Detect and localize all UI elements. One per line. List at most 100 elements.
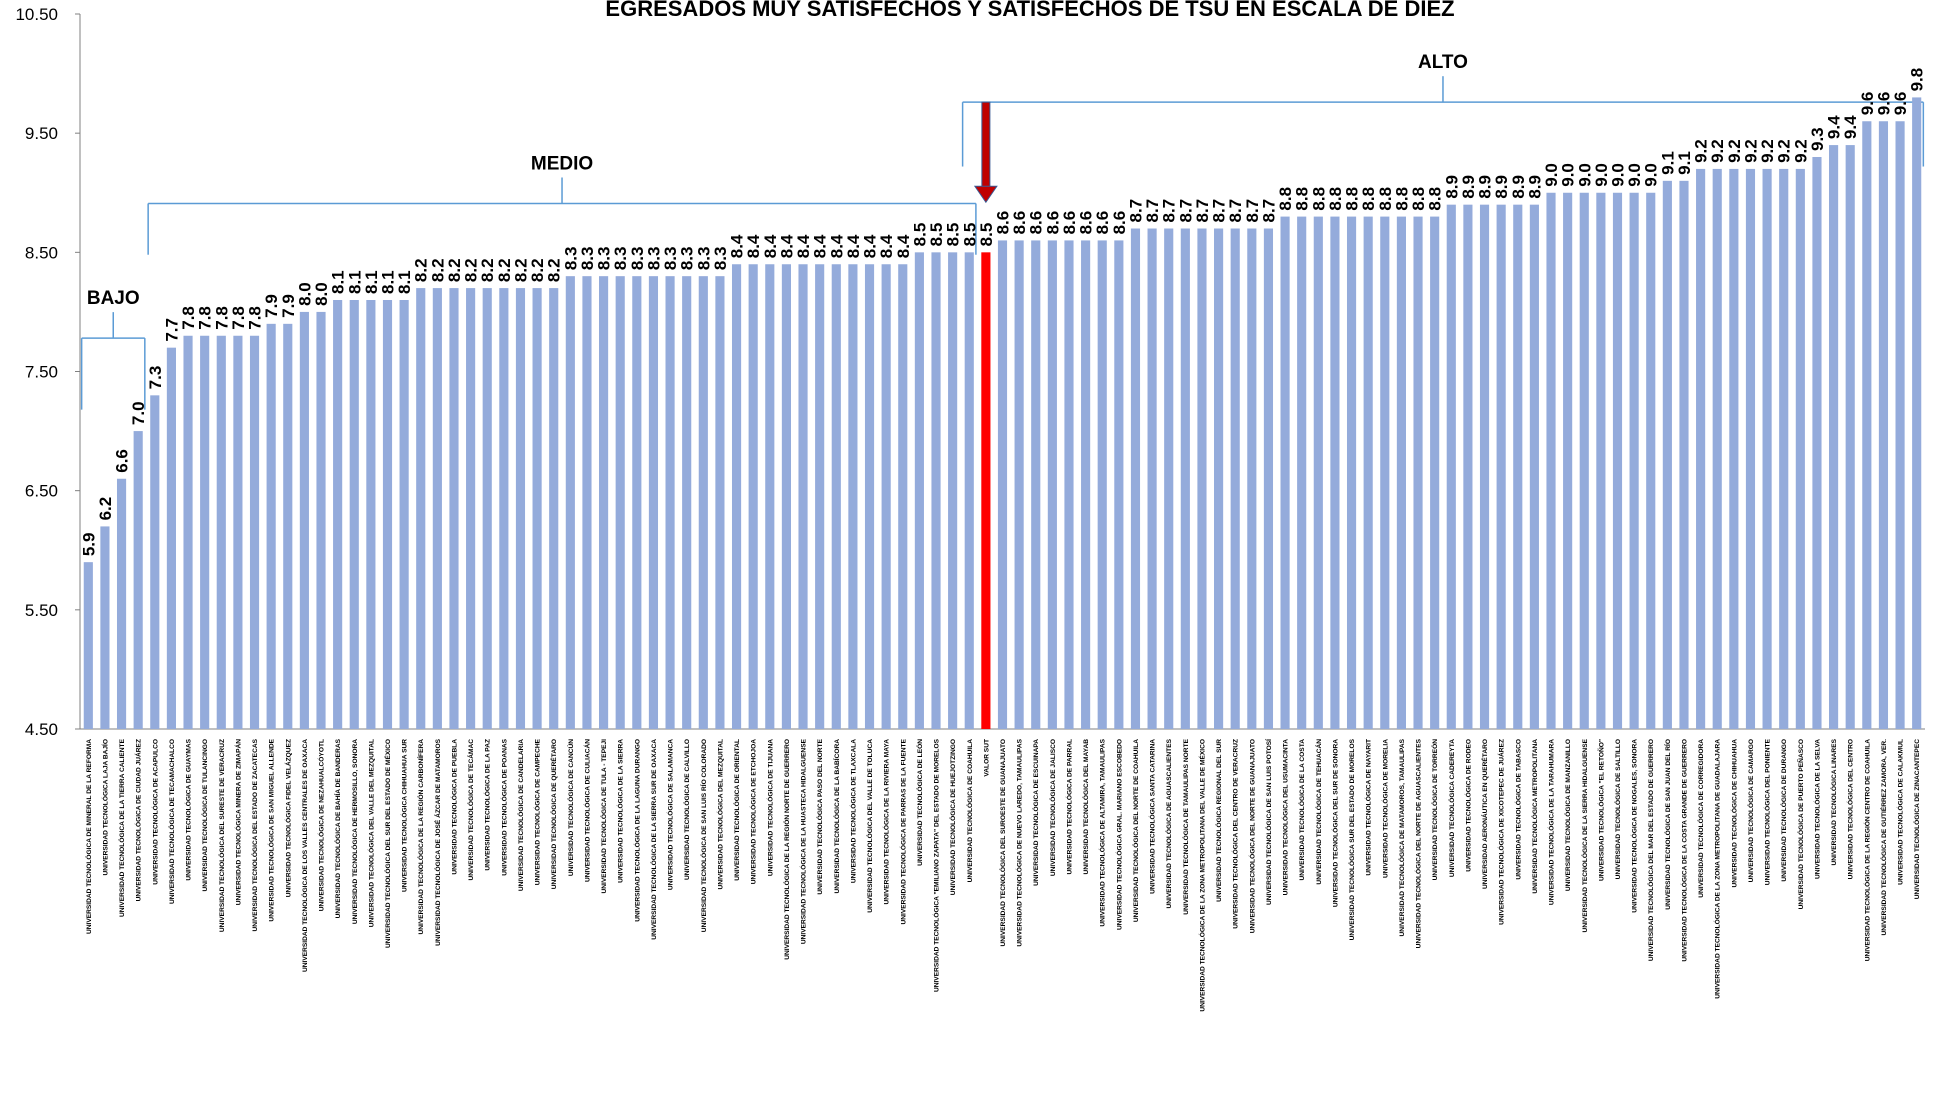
bar — [549, 288, 559, 729]
value-label: 8.2 — [428, 258, 447, 282]
category-label: UNIVERSIDAD TECNOLÓGICA DE XICOTEPEC DE … — [1497, 739, 1506, 925]
category-label: UNIVERSIDAD TECNOLÓGICA DEL SUR DE SONOR… — [1330, 739, 1339, 907]
value-label: 8.8 — [1309, 187, 1328, 211]
category-label: UNIVERSIDAD TECNOLÓGICA DEL SUROESTE DE … — [998, 739, 1007, 946]
value-label: 9.2 — [1725, 139, 1744, 163]
value-label: 5.9 — [79, 533, 98, 557]
bar — [1197, 228, 1207, 729]
value-label: 8.3 — [694, 247, 713, 271]
value-label: 8.8 — [1343, 187, 1362, 211]
value-label: 9.6 — [1874, 92, 1893, 116]
value-label: 8.4 — [761, 234, 780, 258]
bar — [83, 562, 93, 729]
bar — [1696, 168, 1706, 729]
bar — [1081, 240, 1091, 729]
category-label: UNIVERSIDAD TECNOLÓGICA DE SAN JUAN DEL … — [1663, 739, 1672, 910]
value-label: 8.9 — [1492, 175, 1511, 199]
category-label: UNIVERSIDAD TECNOLÓGICA DE TIJUANA — [765, 739, 774, 876]
category-label: UNIVERSIDAD TECNOLÓGICA DE CALAKMUL — [1896, 739, 1905, 885]
category-label: UNIVERSIDAD TECNOLÓGICA DE TABASCO — [1513, 739, 1522, 880]
value-label: 8.0 — [312, 282, 331, 306]
bar — [1313, 216, 1323, 730]
band-label: BAJO — [87, 288, 140, 309]
y-tick-label: 4.50 — [25, 720, 58, 739]
category-label: UNIVERSIDAD TECNOLÓGICA DE LA RIVIERA MA… — [882, 739, 891, 905]
category-label: UNIVERSIDAD TECNOLÓGICA DE POANAS — [499, 738, 508, 875]
value-label: 8.7 — [1259, 199, 1278, 223]
bar — [333, 300, 343, 729]
band-label: MEDIO — [531, 153, 593, 174]
category-label: VALOR SUT — [983, 739, 990, 777]
y-tick-label: 10.50 — [15, 5, 58, 24]
bar — [349, 300, 359, 729]
category-label: UNIVERSIDAD TECNOLÓGICA DE CAMPECHE — [533, 738, 542, 885]
category-label: UNIVERSIDAD TECNOLÓGICA DE ALTAMIRA, TAM… — [1098, 738, 1107, 926]
category-label: UNIVERSIDAD TECNOLÓGICA DE LA TARAHUMARA — [1547, 739, 1556, 905]
bar — [233, 335, 243, 729]
category-label: UNIVERSIDAD TECNOLÓGICA FIDEL VELÁZQUEZ — [283, 739, 292, 897]
bar — [1646, 192, 1656, 729]
category-label: UNIVERSIDAD TECNOLÓGICA DE LA TIERRA CAL… — [117, 738, 126, 917]
category-label: UNIVERSIDAD TECNOLÓGICA DE TECÁMAC — [466, 739, 475, 881]
value-label: 8.4 — [744, 234, 763, 258]
bar — [416, 288, 426, 729]
category-label: UNIVERSIDAD TECNOLÓGICA "EMILIANO ZAPATA… — [932, 738, 941, 992]
value-label: 8.7 — [1193, 199, 1212, 223]
category-label: UNIVERSIDAD TECNOLÓGICA DE CORREGIDORA — [1696, 739, 1705, 898]
value-label: 8.3 — [561, 247, 580, 271]
category-label: UNIVERSIDAD TECNOLÓGICA DEL NORTE DE AGU… — [1414, 738, 1423, 948]
bar — [133, 431, 143, 729]
category-label: UNIVERSIDAD TECNOLÓGICA DEL PONIENTE — [1763, 738, 1772, 885]
bar — [1596, 192, 1606, 729]
bar — [1247, 228, 1257, 729]
bar — [1878, 121, 1889, 729]
category-label: UNIVERSIDAD TECNOLÓGICA REGIONAL DEL SUR — [1214, 739, 1223, 902]
bar — [632, 276, 642, 729]
category-label: UNIVERSIDAD TECNOLÓGICA DE CHIHUAHUA — [1729, 739, 1738, 888]
bars — [83, 97, 1922, 730]
category-label: UNIVERSIDAD TECNOLÓGICA DEL ESTADO DE ZA… — [250, 738, 259, 931]
bar — [399, 300, 409, 729]
value-label: 7.8 — [246, 306, 265, 330]
category-label: UNIVERSIDAD TECNOLÓGICA DE LA PAZ — [483, 739, 492, 871]
bar — [1330, 216, 1340, 730]
value-label: 8.6 — [994, 211, 1013, 235]
value-label: 9.0 — [1575, 163, 1594, 187]
value-label: 9.2 — [1791, 139, 1810, 163]
value-label: 8.9 — [1525, 175, 1544, 199]
bar — [532, 288, 542, 729]
value-label: 9.2 — [1708, 139, 1727, 163]
value-label: 8.8 — [1392, 187, 1411, 211]
category-label: UNIVERSIDAD TECNOLÓGICA DEL MAR DEL ESTA… — [1646, 739, 1655, 961]
highlight-arrow — [973, 101, 998, 204]
bar — [1346, 216, 1357, 730]
bar — [1047, 240, 1057, 729]
bar — [1912, 97, 1922, 729]
category-label: UNIVERSIDAD TECNOLÓGICA DE NAYARIT — [1364, 739, 1373, 876]
category-label: UNIVERSIDAD TECNOLÓGICA MINERA DE ZIMAPÁ… — [233, 739, 242, 905]
value-label: 9.6 — [1891, 92, 1910, 116]
category-label: UNIVERSIDAD TECNOLÓGICA DE MANZANILLO — [1563, 739, 1572, 891]
value-label: 7.9 — [262, 294, 281, 318]
bar — [914, 252, 924, 730]
bar — [366, 300, 376, 729]
bar — [116, 478, 127, 729]
category-label: UNIVERSIDAD TECNOLÓGICA DE PUEBLA — [449, 739, 458, 875]
bar — [1479, 204, 1490, 729]
value-label: 8.1 — [395, 270, 414, 294]
value-label: 8.7 — [1126, 199, 1145, 223]
bar — [815, 264, 825, 729]
bar — [582, 276, 592, 729]
value-label: 8.8 — [1293, 187, 1312, 211]
category-label: UNIVERSIDAD TECNOLÓGICA DE ACAPULCO — [150, 739, 159, 885]
value-label: 8.9 — [1476, 175, 1495, 199]
value-label: 8.7 — [1243, 199, 1262, 223]
value-label: 9.2 — [1692, 139, 1711, 163]
value-label: 8.4 — [894, 234, 913, 258]
category-label: UNIVERSIDAD TECNOLÓGICA DEL CENTRO — [1846, 739, 1855, 879]
value-label: 8.9 — [1509, 175, 1528, 199]
y-tick-label: 5.50 — [25, 601, 58, 620]
bar — [1446, 204, 1456, 729]
category-label: UNIVERSIDAD TECNOLÓGICA DE LA REGIÓN NOR… — [782, 739, 791, 960]
category-label: UNIVERSIDAD TECNOLÓGICA CADEREYTA — [1447, 739, 1456, 877]
